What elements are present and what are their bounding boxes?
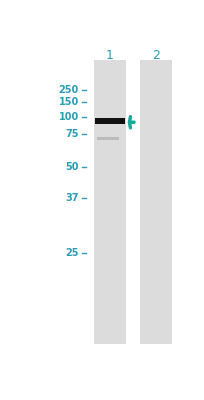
Text: 2: 2 <box>151 49 159 62</box>
Text: 25: 25 <box>65 248 79 258</box>
Text: 50: 50 <box>65 162 79 172</box>
Text: 150: 150 <box>58 97 79 107</box>
Text: 37: 37 <box>65 193 79 203</box>
Text: 250: 250 <box>58 84 79 94</box>
Text: 100: 100 <box>58 112 79 122</box>
Text: 75: 75 <box>65 129 79 139</box>
Bar <box>97 137 119 140</box>
Bar <box>139 60 171 344</box>
Text: 1: 1 <box>105 49 113 62</box>
Bar <box>94 118 124 124</box>
Bar <box>93 60 125 344</box>
